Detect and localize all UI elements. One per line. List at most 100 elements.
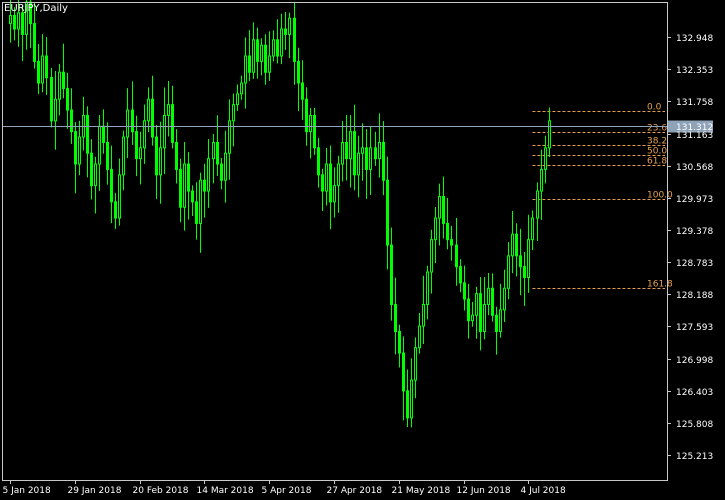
candle [171, 85, 174, 149]
candle [228, 99, 231, 180]
candle-body [374, 147, 377, 160]
candle-body [203, 179, 206, 192]
candle-body [487, 287, 490, 305]
candle [325, 147, 328, 206]
candle-body [369, 147, 372, 170]
candle [268, 31, 271, 81]
candle-body [410, 379, 413, 419]
candle [515, 223, 518, 277]
candle-body [276, 39, 279, 57]
candle [337, 155, 340, 213]
candle [293, 1, 296, 85]
candle [216, 115, 219, 176]
candle-body [228, 120, 231, 154]
candle [167, 81, 170, 137]
candle-body [378, 141, 381, 160]
candle [544, 135, 547, 184]
candle-body [317, 147, 320, 176]
candle [459, 259, 462, 293]
candle [106, 122, 109, 185]
candle-body [139, 147, 142, 160]
candle [479, 277, 482, 351]
candle-body [382, 141, 385, 181]
candle-body [98, 125, 101, 165]
candle-body [519, 255, 522, 268]
candle [357, 135, 360, 198]
candle-body [471, 314, 474, 322]
candle [507, 242, 510, 300]
candle-body [135, 131, 138, 160]
candle [527, 214, 530, 293]
candle [309, 108, 312, 159]
candle [321, 168, 324, 212]
candle [305, 87, 308, 146]
candle [86, 106, 89, 178]
candle [414, 337, 417, 399]
candle [179, 158, 182, 223]
candle-body [248, 55, 251, 73]
candle-body [483, 303, 486, 332]
y-tick-label: 125.808 [676, 420, 713, 430]
candle-body [216, 141, 219, 165]
candle [418, 313, 421, 354]
candle [374, 131, 377, 166]
candle-body [288, 17, 291, 35]
candle [446, 197, 449, 250]
candle-body [114, 201, 117, 219]
candle-body [155, 136, 158, 176]
candle-body [365, 147, 368, 170]
candle [135, 115, 138, 177]
fib-level-label: 38.2 [647, 137, 667, 147]
candle [260, 38, 263, 76]
candle-body [264, 44, 267, 73]
candle-body [232, 104, 235, 122]
candle [475, 286, 478, 339]
candle-body [357, 152, 360, 176]
candle-body [531, 217, 534, 241]
y-tick-label: 128.188 [676, 291, 713, 301]
candle [232, 93, 235, 147]
candle [94, 156, 97, 214]
candle [438, 183, 441, 246]
candle-body [422, 303, 425, 327]
x-tick-label: 27 Apr 2018 [327, 486, 383, 496]
candle [70, 88, 73, 144]
bid-price-label: 131.312 [676, 123, 713, 133]
candle-body [394, 303, 397, 332]
x-tick-label: 12 Jun 2018 [457, 486, 511, 496]
candle [62, 43, 65, 99]
candle-body [179, 168, 182, 208]
axes: 132.948 132.353 131.758 131.163 130.568 129.9… [2, 2, 713, 496]
candle [398, 324, 401, 368]
candle-body [499, 309, 502, 332]
candle [252, 22, 255, 79]
candle-body [54, 98, 57, 122]
candle [220, 158, 223, 190]
candle [50, 67, 53, 128]
candle [382, 121, 385, 196]
candle-body [386, 179, 389, 246]
candle-body [74, 131, 77, 165]
candle-body [321, 174, 324, 192]
candle-body [159, 147, 162, 176]
candle [203, 163, 206, 218]
candle-body [442, 195, 445, 224]
candle [463, 265, 466, 311]
x-tick-label: 29 Jan 2018 [68, 486, 122, 496]
candle-body [390, 244, 393, 305]
candle [276, 19, 279, 64]
candle-body [467, 298, 470, 322]
candle [33, 2, 36, 69]
fib-level-label: 161.8 [647, 280, 673, 290]
candle [58, 63, 61, 116]
fib-level-label: 0.0 [647, 103, 662, 113]
candle [329, 145, 332, 230]
candle-body [495, 314, 498, 332]
candle-body [163, 114, 166, 149]
candle-body [143, 120, 146, 149]
candle [9, 0, 12, 43]
candle-body [280, 28, 283, 57]
candle [519, 228, 522, 296]
candle [434, 206, 437, 264]
